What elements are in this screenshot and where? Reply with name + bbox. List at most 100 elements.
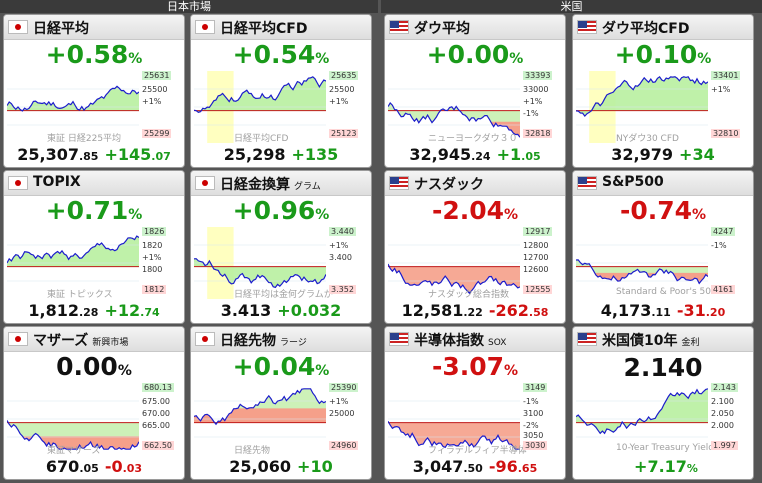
region-title-japan: 日本市場 xyxy=(0,0,378,13)
axis-label: 25390 xyxy=(329,383,359,392)
axis-label: +1% xyxy=(142,253,162,262)
price-value: 3.413 xyxy=(220,301,272,320)
change-decimal: % xyxy=(686,462,698,475)
japan-flag-icon xyxy=(195,332,215,346)
change-percent: +0.58% xyxy=(4,41,184,73)
change-value: -262.58 xyxy=(489,301,549,320)
change-value: +7.17% xyxy=(634,457,698,476)
price-line xyxy=(7,420,139,450)
market-tile[interactable]: 日経平均CFD +0.54% 日経平均CFD 25635 25500 +1% 25123 25… xyxy=(190,14,372,168)
change-percent-value: +0.00 xyxy=(426,40,510,69)
tile-name: 日経先物 ラージ xyxy=(220,330,307,350)
market-tile[interactable]: 日経金換算 グラム +0.96% 日経平均は金何グラムか 3.440 +1% 3.400 3.… xyxy=(190,170,372,324)
price-row: 1,812.28 +12.74 xyxy=(4,301,184,320)
intraday-chart: 東証 トピックス 1826 1820 +1% 1800 1812 xyxy=(7,227,183,300)
price-line-chart xyxy=(576,71,708,143)
axis-label: 3149 xyxy=(523,383,548,392)
price-value: 25,298 xyxy=(223,145,286,164)
axis-label: 680.13 xyxy=(142,383,174,392)
change-int: +12 xyxy=(104,301,141,320)
axis-label: -1% xyxy=(523,109,539,118)
market-tile[interactable]: 日経平均 +0.58% 東証 日経225平均 25631 25500 +1% 25299 25… xyxy=(3,14,185,168)
area-fill xyxy=(388,103,520,138)
axis-label: -1% xyxy=(523,397,539,406)
price-line-chart xyxy=(194,71,326,143)
area-fill xyxy=(388,264,520,294)
intraday-chart: 東証 日経225平均 25631 25500 +1% 25299 xyxy=(7,71,183,144)
intraday-chart: 日経平均CFD 25635 25500 +1% 25123 xyxy=(194,71,370,144)
market-tile[interactable]: ナスダック -2.04% ナスダック総合指数 12917 12800 12700 12600… xyxy=(384,170,566,324)
axis-label: 662.50 xyxy=(142,441,174,450)
market-tile[interactable]: マザーズ 新興市場 0.00% 東証マザーズ 680.13 675.00 670.00 665… xyxy=(3,326,185,480)
market-tile[interactable]: TOPIX +0.71% 東証 トピックス 1826 1820 +1% 1800 1812 1,… xyxy=(3,170,185,324)
axis-label: 25631 xyxy=(142,71,172,80)
tile-name: ナスダック xyxy=(414,174,484,194)
tile-name: マザーズ 新興市場 xyxy=(33,330,128,350)
price-line xyxy=(388,263,520,295)
tile-header: 米国債10年 金利 xyxy=(573,327,753,352)
axis-label: 12917 xyxy=(523,227,553,236)
tile-name: 米国債10年 金利 xyxy=(602,330,700,350)
change-int: -0 xyxy=(104,457,123,476)
area-fill xyxy=(194,258,326,288)
axis-label: +1% xyxy=(523,97,543,106)
change-decimal: .07 xyxy=(151,150,171,163)
price-decimal: .11 xyxy=(651,306,671,319)
price-value: 670 xyxy=(45,457,80,476)
market-tile[interactable]: S&P500 -0.74% Standard & Poor's 500 4247 -1%… xyxy=(572,170,754,324)
price-line xyxy=(194,258,326,289)
percent-unit: % xyxy=(504,207,519,223)
price-decimal: .50 xyxy=(463,462,483,475)
axis-label: 12600 xyxy=(523,265,549,274)
market-tile[interactable]: ダウ平均CFD +0.10% NYダウ30 CFD 33401 +1% 32810 32,9… xyxy=(572,14,754,168)
change-value: +34 xyxy=(679,145,715,164)
tile-subtitle: 金利 xyxy=(681,338,700,348)
market-tile[interactable]: 日経先物 ラージ +0.04% 日経先物 25390 +1% 25000 24960 25,06… xyxy=(190,326,372,480)
price-line xyxy=(576,388,708,435)
price-value: 25,307 xyxy=(17,145,79,164)
change-value: +12.74 xyxy=(104,301,159,320)
axis-label: 2.000 xyxy=(711,421,734,430)
price-line xyxy=(388,420,520,450)
price-row: 25,298 +135 xyxy=(191,145,371,164)
market-tile[interactable]: ダウ平均 +0.00% ニューヨークダウ３０ 33393 33000 +1% -1% 3281… xyxy=(384,14,566,168)
japan-flag-icon xyxy=(8,332,28,346)
price-row: 32,945.24 +1.05 xyxy=(385,145,565,164)
axis-label: 2.050 xyxy=(711,409,734,418)
market-tile[interactable]: 半導体指数 SOX -3.07% フィラデルフィア半導体 3149 -1% 3100 -2% 3… xyxy=(384,326,566,480)
axis-label: 1812 xyxy=(142,285,167,294)
price-row: 25,060 +10 xyxy=(191,457,371,476)
tile-header: 日経金換算 グラム xyxy=(191,171,371,196)
axis-label: +1% xyxy=(329,97,349,106)
change-int: +7.17 xyxy=(634,457,687,476)
tile-name-text: S&P500 xyxy=(602,174,664,190)
axis-label: 25500 xyxy=(142,85,168,94)
change-percent-value: -2.04 xyxy=(431,196,505,225)
axis-label: 3100 xyxy=(523,409,544,418)
tile-header: ナスダック xyxy=(385,171,565,196)
change-percent-value: -0.74 xyxy=(619,196,693,225)
axis-label: +1% xyxy=(711,85,731,94)
change-decimal: .65 xyxy=(517,462,538,475)
percent-unit: % xyxy=(315,51,330,67)
tile-name-text: 日経平均 xyxy=(33,21,89,37)
change-int: +0.032 xyxy=(277,301,342,320)
area-fill xyxy=(388,421,520,450)
intraday-chart: 日経先物 25390 +1% 25000 24960 xyxy=(194,383,370,456)
chart-watermark: 東証 トピックス xyxy=(47,290,113,300)
change-percent-value: +0.71 xyxy=(45,196,129,225)
axis-label: 665.00 xyxy=(142,421,170,430)
price-value: 1,812 xyxy=(28,301,79,320)
tile-name-text: 日経平均CFD xyxy=(220,21,308,37)
market-tile[interactable]: 米国債10年 金利 2.140 10-Year Treasury Yield 2.143… xyxy=(572,326,754,480)
change-percent: +0.00% xyxy=(385,41,565,73)
price-row: +7.17% xyxy=(573,457,753,476)
change-decimal: .05 xyxy=(521,150,541,163)
change-value: +10 xyxy=(297,457,333,476)
tile-subtitle: 新興市場 xyxy=(92,338,129,348)
chart-watermark: 東証 日経225平均 xyxy=(47,134,122,144)
change-percent: +0.96% xyxy=(191,197,371,229)
axis-label: 25635 xyxy=(329,71,359,80)
chart-watermark: フィラデルフィア半導体 xyxy=(428,446,527,456)
chart-watermark: ナスダック総合指数 xyxy=(428,290,510,300)
